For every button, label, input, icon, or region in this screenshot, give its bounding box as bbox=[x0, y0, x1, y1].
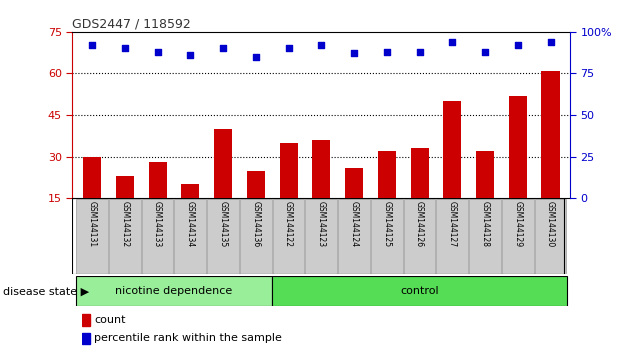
Bar bbox=[535, 199, 566, 274]
Point bbox=[382, 49, 392, 55]
Bar bbox=[338, 199, 370, 274]
Point bbox=[120, 46, 130, 51]
Text: percentile rank within the sample: percentile rank within the sample bbox=[94, 333, 282, 343]
Point bbox=[316, 42, 326, 48]
Text: GSM144131: GSM144131 bbox=[88, 201, 96, 247]
Bar bbox=[76, 199, 108, 274]
Text: GSM144128: GSM144128 bbox=[481, 201, 490, 247]
Point bbox=[349, 51, 359, 56]
Bar bbox=[181, 184, 199, 240]
Bar bbox=[142, 199, 173, 274]
Bar bbox=[404, 199, 435, 274]
Point bbox=[480, 49, 490, 55]
Text: GSM144124: GSM144124 bbox=[350, 201, 358, 247]
Bar bbox=[371, 199, 403, 274]
Bar bbox=[149, 162, 166, 240]
Bar bbox=[280, 143, 297, 240]
Point bbox=[251, 54, 261, 59]
Text: GSM144132: GSM144132 bbox=[120, 201, 129, 247]
Bar bbox=[411, 148, 428, 240]
Text: GSM144135: GSM144135 bbox=[219, 201, 227, 247]
Text: GSM144136: GSM144136 bbox=[251, 201, 260, 247]
Text: GSM144125: GSM144125 bbox=[382, 201, 391, 247]
Text: GSM144126: GSM144126 bbox=[415, 201, 424, 247]
Bar bbox=[76, 276, 272, 306]
Text: control: control bbox=[400, 286, 439, 296]
Bar bbox=[82, 314, 90, 326]
Bar bbox=[207, 199, 239, 274]
Point bbox=[513, 42, 523, 48]
Bar bbox=[345, 168, 363, 240]
Text: GSM144127: GSM144127 bbox=[448, 201, 457, 247]
Bar bbox=[83, 156, 101, 240]
Bar bbox=[116, 176, 134, 240]
Point bbox=[284, 46, 294, 51]
Point bbox=[185, 52, 195, 58]
Bar bbox=[437, 199, 468, 274]
Bar bbox=[469, 199, 501, 274]
Bar bbox=[378, 151, 396, 240]
Text: GSM144123: GSM144123 bbox=[317, 201, 326, 247]
Text: GSM144122: GSM144122 bbox=[284, 201, 293, 247]
Bar bbox=[214, 129, 232, 240]
Text: GSM144129: GSM144129 bbox=[513, 201, 522, 247]
Bar bbox=[109, 199, 140, 274]
Point bbox=[152, 49, 163, 55]
Point bbox=[415, 49, 425, 55]
Bar bbox=[247, 171, 265, 240]
Point bbox=[546, 39, 556, 45]
Bar bbox=[509, 96, 527, 240]
Point bbox=[447, 39, 457, 45]
Bar bbox=[444, 101, 461, 240]
Text: disease state ▶: disease state ▶ bbox=[3, 286, 89, 296]
Bar bbox=[82, 333, 90, 344]
Text: GSM144134: GSM144134 bbox=[186, 201, 195, 247]
Text: count: count bbox=[94, 315, 125, 325]
Point bbox=[87, 42, 97, 48]
Bar bbox=[312, 140, 330, 240]
Bar bbox=[273, 199, 304, 274]
Bar bbox=[272, 276, 567, 306]
Bar bbox=[175, 199, 206, 274]
Bar bbox=[240, 199, 272, 274]
Text: GSM144130: GSM144130 bbox=[546, 201, 555, 247]
Text: GDS2447 / 118592: GDS2447 / 118592 bbox=[72, 18, 191, 31]
Point bbox=[218, 46, 228, 51]
Text: nicotine dependence: nicotine dependence bbox=[115, 286, 232, 296]
Bar bbox=[542, 71, 559, 240]
Text: GSM144133: GSM144133 bbox=[153, 201, 162, 247]
Bar bbox=[476, 151, 494, 240]
Bar bbox=[502, 199, 534, 274]
Bar bbox=[306, 199, 337, 274]
